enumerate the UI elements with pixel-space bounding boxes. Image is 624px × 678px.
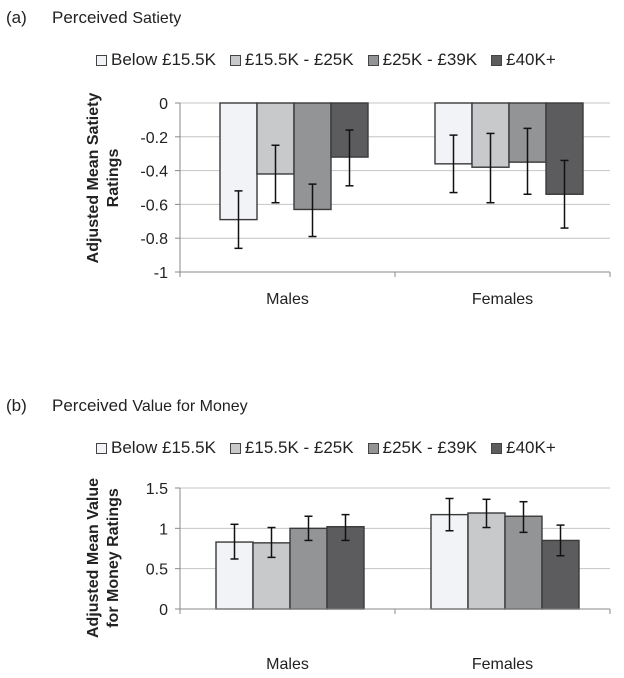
title-part2: Value for Money <box>132 398 248 415</box>
x-tick-label: Males <box>266 656 309 673</box>
legend-item-40k-plus: £40K+ <box>491 438 556 458</box>
legend-swatch <box>491 442 503 454</box>
legend-swatch <box>229 442 241 454</box>
legend-label: £40K+ <box>506 438 556 457</box>
legend-label: £25K - £39K <box>382 438 478 457</box>
panel-label: (b) <box>6 396 27 415</box>
x-tick-label: Males <box>266 291 309 308</box>
legend-swatch <box>229 54 241 66</box>
panel-title: (a) Perceived Satiety <box>6 8 181 28</box>
legend-swatch <box>96 442 107 454</box>
legend-label: £40K+ <box>506 50 556 69</box>
title-part2: Satiety <box>132 10 182 27</box>
legend-swatch <box>96 54 107 66</box>
y-tick-label: -0.8 <box>140 231 168 248</box>
title-part1: Perceived <box>52 8 128 27</box>
value-for-money-chart: 0 0.5 1 1.5 Males Females Adjusted Mean Value f… <box>85 478 611 673</box>
legend-item-below-15k: Below £15.5K <box>96 50 216 70</box>
y-axis-title-line2: Ratings <box>105 149 122 208</box>
legend-label: £15.5K - £25K <box>244 438 354 457</box>
y-axis-title-line1: Adjusted Mean Value <box>85 478 102 638</box>
legend-item-below-15k: Below £15.5K <box>96 438 216 458</box>
legend-item-15k-25k: £15.5K - £25K <box>229 438 354 458</box>
legend-swatch <box>491 54 503 66</box>
y-tick-label: 0.5 <box>146 562 168 579</box>
value-for-money-panel: (b) Perceived Value for Money Below £15.5… <box>0 340 624 678</box>
panel-label: (a) <box>6 8 27 27</box>
legend-item-25k-39k: £25K - £39K <box>367 438 478 458</box>
x-tick-label: Females <box>472 291 533 308</box>
legend-item-25k-39k: £25K - £39K <box>367 50 478 70</box>
panel-title: (b) Perceived Value for Money <box>6 396 248 416</box>
legend-swatch <box>367 442 379 454</box>
title-part1: Perceived <box>52 396 128 415</box>
y-tick-label: -0.2 <box>140 130 168 147</box>
y-axis-title-line2: for Money Ratings <box>105 488 122 628</box>
y-tick-label: -0.4 <box>140 164 168 181</box>
legend-label: Below £15.5K <box>111 438 216 457</box>
y-tick-label: -1 <box>154 265 168 282</box>
x-tick-label: Females <box>472 656 533 673</box>
y-tick-label: -0.6 <box>140 197 168 214</box>
y-axis-title-line1: Adjusted Mean Satiety <box>85 93 102 264</box>
y-tick-label: 0 <box>159 602 168 619</box>
legend: Below £15.5K £15.5K - £25K £25K - £39K £… <box>96 438 556 458</box>
legend-item-15k-25k: £15.5K - £25K <box>229 50 354 70</box>
satiety-chart: 0 -0.2 -0.4 -0.6 -0.8 -1 Males Females Adjusted … <box>85 93 611 308</box>
y-tick-label: 1 <box>159 521 168 538</box>
legend-label: £15.5K - £25K <box>244 50 354 69</box>
y-tick-label: 0 <box>159 96 168 113</box>
y-tick-label: 1.5 <box>146 481 168 498</box>
satiety-panel: (a) Perceived Satiety Below £15.5K £15.5K… <box>0 0 624 330</box>
legend: Below £15.5K £15.5K - £25K £25K - £39K £… <box>96 50 556 70</box>
legend-swatch <box>367 54 379 66</box>
legend-item-40k-plus: £40K+ <box>491 50 556 70</box>
legend-label: £25K - £39K <box>382 50 478 69</box>
legend-label: Below £15.5K <box>111 50 216 69</box>
